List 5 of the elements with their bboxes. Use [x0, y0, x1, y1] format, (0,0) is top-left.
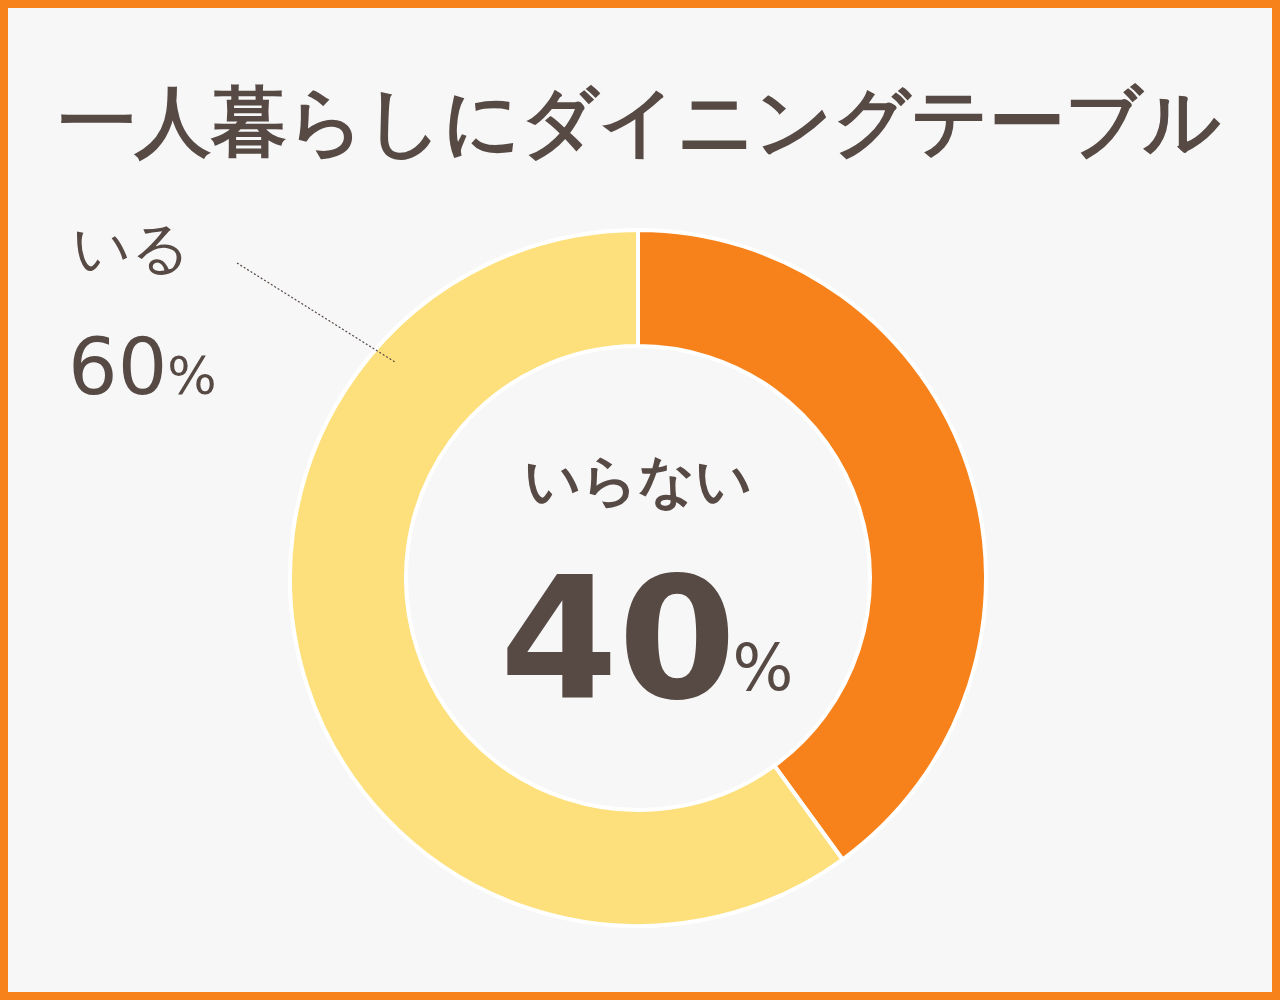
chart-title: 一人暮らしにダイニングテーブル	[59, 77, 1221, 166]
slice-label: いる	[72, 214, 190, 282]
slice-label: いらない	[524, 448, 752, 513]
data-label: 60%	[68, 322, 217, 412]
data-label: 40%	[499, 540, 794, 738]
